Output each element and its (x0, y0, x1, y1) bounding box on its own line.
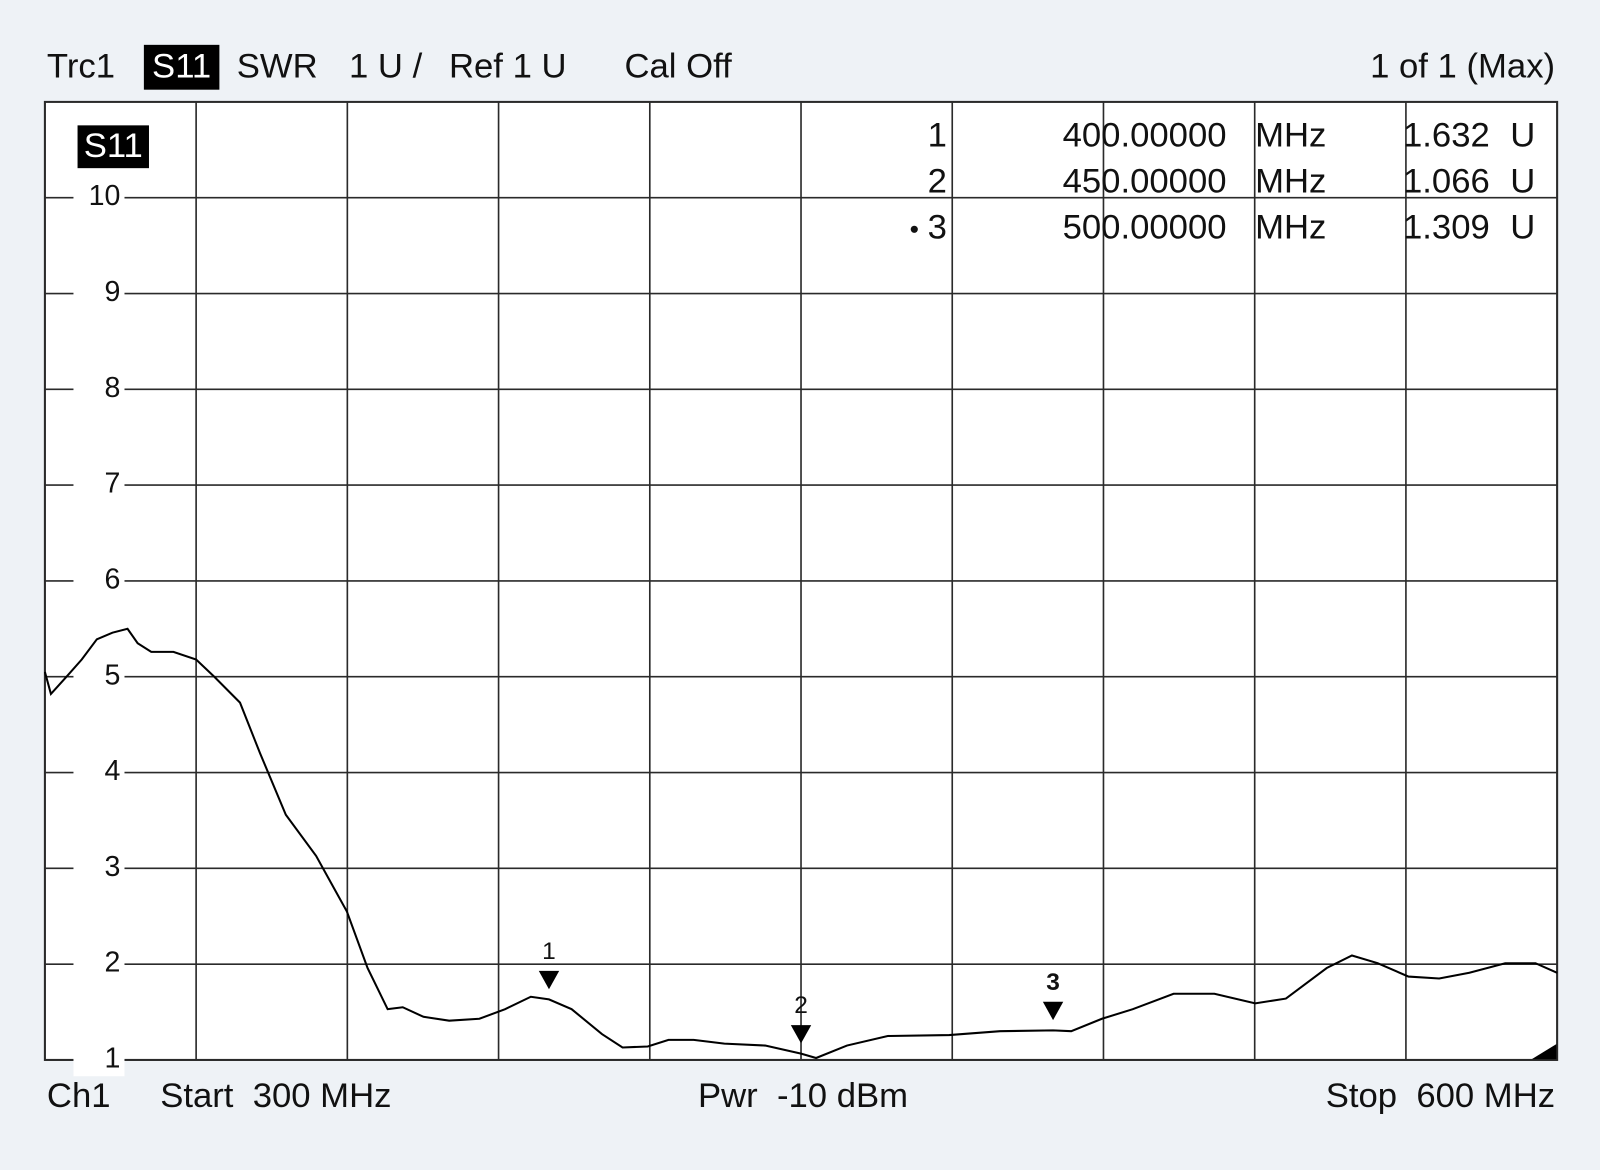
trace-badge: S11 (84, 127, 143, 165)
corner-indicator (1530, 1043, 1558, 1060)
param-highlight (143, 44, 220, 90)
marker-table-name: 2 (928, 163, 947, 201)
active-marker-dot (910, 225, 918, 233)
format-label: SWR (237, 47, 318, 85)
y-tick-label: 2 (105, 947, 121, 979)
y-tick-label-bg (73, 181, 125, 215)
y-tick-label-bg (73, 468, 125, 502)
y-tick-label: 1 (105, 1042, 121, 1074)
window-label: 1 of 1 (Max) (1370, 47, 1555, 85)
marker-table-name: 1 (928, 117, 947, 155)
marker-table-freq: 400.00000 (1063, 117, 1227, 155)
trace-label: Trc1 (47, 47, 115, 85)
marker-triangle (1042, 1001, 1064, 1021)
y-tick-label-bg (73, 660, 125, 694)
marker-label: 1 (542, 938, 556, 965)
scale-label: 1 U / (349, 47, 423, 85)
start-label: Start 300 MHz (160, 1077, 391, 1115)
marker-label: 3 (1046, 969, 1060, 996)
marker-table-name: 3 (928, 208, 947, 246)
marker-table-freq: 450.00000 (1063, 163, 1227, 201)
cal-label: Cal Off (624, 47, 732, 85)
y-tick-label: 10 (89, 180, 121, 212)
marker-triangle (790, 1025, 812, 1044)
marker-table-unit: U (1510, 163, 1535, 201)
y-tick-label: 7 (105, 468, 121, 500)
y-tick-label: 6 (105, 563, 121, 595)
marker-table-unit: U (1510, 117, 1535, 155)
ref-label: Ref 1 U (449, 47, 567, 85)
channel-label: Ch1 (47, 1077, 111, 1115)
marker-table-value: 1.309 (1403, 208, 1490, 246)
trace-badge-bg (77, 125, 149, 169)
marker-label: 2 (794, 992, 808, 1019)
y-tick-label: 9 (105, 276, 121, 308)
marker-table-unit: U (1510, 208, 1535, 246)
marker-table-freq-unit: MHz (1255, 208, 1326, 246)
y-tick-label: 8 (105, 372, 121, 404)
y-tick-label-bg (73, 756, 125, 789)
y-tick-label-bg (73, 373, 125, 406)
y-tick-label-bg (73, 947, 125, 981)
marker-table-freq: 500.00000 (1063, 208, 1227, 246)
marker-table-value: 1.066 (1403, 163, 1490, 201)
marker-table-freq-unit: MHz (1255, 117, 1326, 155)
y-tick-label: 5 (105, 659, 121, 691)
y-tick-label-bg (73, 564, 125, 598)
y-tick-label: 3 (105, 851, 121, 883)
stop-label: Stop 600 MHz (1326, 1077, 1555, 1115)
marker-triangle (538, 970, 560, 990)
marker-table-value: 1.632 (1403, 117, 1490, 155)
y-tick-label-bg (73, 1043, 125, 1077)
marker-table-freq-unit: MHz (1255, 163, 1326, 201)
power-label: Pwr -10 dBm (698, 1077, 908, 1115)
trace (43, 627, 1558, 1060)
param-label: S11 (152, 47, 211, 85)
y-tick-label: 4 (105, 755, 121, 787)
y-tick-label-bg (73, 852, 125, 885)
y-tick-label-bg (73, 277, 125, 310)
